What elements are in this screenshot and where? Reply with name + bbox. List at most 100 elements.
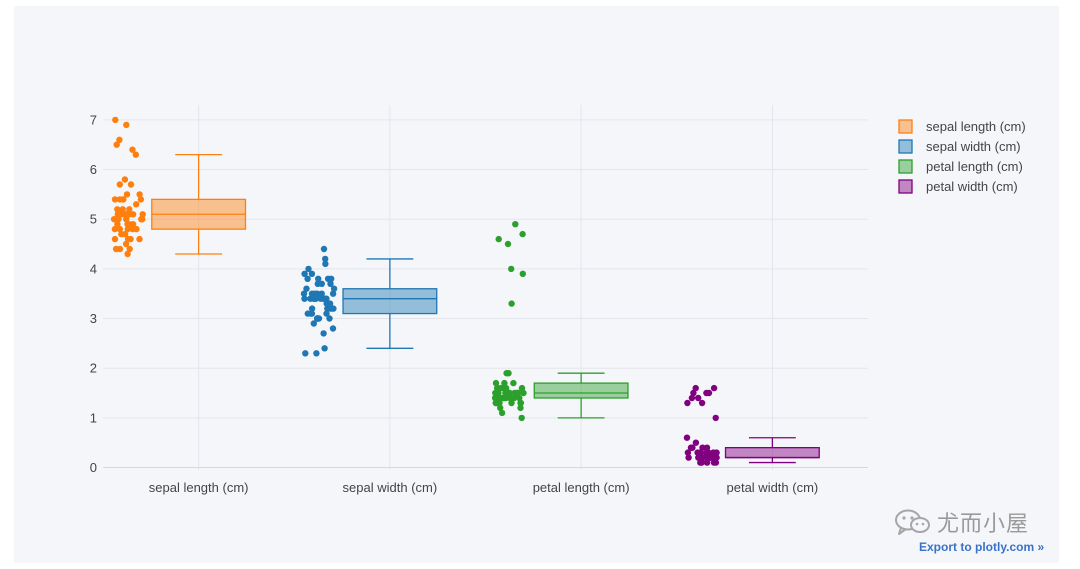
data-point: [113, 141, 120, 148]
data-point: [712, 414, 719, 422]
data-point: [497, 404, 504, 412]
data-point: [329, 305, 336, 312]
data-point: [496, 399, 503, 407]
data-point: [323, 295, 330, 302]
y-tick-label: 2: [90, 361, 97, 376]
y-tick-label: 6: [90, 162, 97, 177]
wechat-watermark: 尤而小屋: [893, 506, 1029, 538]
data-point: [698, 399, 706, 407]
data-point: [313, 350, 320, 357]
data-point: [123, 216, 130, 223]
data-point: [712, 459, 720, 466]
data-point: [712, 454, 720, 461]
data-point: [133, 201, 140, 208]
data-point: [318, 290, 325, 297]
legend-label: petal length (cm): [926, 159, 1023, 174]
legend-label: petal width (cm): [926, 179, 1018, 194]
data-point: [502, 389, 509, 397]
data-point: [315, 275, 322, 282]
data-point: [689, 444, 696, 451]
legend-swatch: [898, 159, 913, 174]
data-point: [303, 285, 310, 292]
data-point: [111, 196, 119, 203]
data-point: [510, 379, 517, 387]
data-point: [688, 394, 696, 402]
data-point: [517, 399, 525, 407]
data-point: [139, 211, 146, 218]
data-point: [491, 394, 499, 402]
data-point: [138, 216, 145, 223]
data-point: [308, 270, 316, 277]
data-point: [111, 225, 119, 233]
data-point: [124, 250, 131, 258]
data-point: [710, 384, 718, 392]
iqr-box: [533, 382, 629, 399]
export-to-plotly-link[interactable]: Export to plotly.com »: [919, 540, 1045, 554]
data-point: [690, 389, 697, 397]
data-point: [129, 225, 136, 233]
data-point: [329, 290, 337, 297]
data-point: [114, 206, 121, 213]
data-point: [322, 255, 329, 263]
data-point: [519, 230, 526, 238]
data-point: [304, 310, 311, 317]
data-point: [695, 394, 702, 402]
data-point: [508, 300, 515, 307]
data-point: [314, 290, 321, 297]
data-point: [116, 211, 123, 218]
data-point: [318, 280, 325, 287]
data-point: [312, 295, 320, 302]
data-point: [511, 389, 518, 397]
data-point: [314, 315, 321, 322]
data-point: [692, 439, 700, 446]
data-point: [321, 345, 328, 352]
data-point: [118, 230, 125, 238]
data-point: [116, 225, 124, 233]
data-point: [301, 270, 308, 277]
x-tick-label: petal width (cm): [727, 480, 819, 495]
data-point: [136, 235, 143, 243]
iqr-box: [724, 447, 820, 459]
legend-label: sepal length (cm): [926, 119, 1026, 134]
data-point: [123, 211, 130, 218]
data-point: [127, 235, 134, 243]
data-point: [137, 196, 145, 203]
data-point: [305, 265, 312, 273]
y-tick-label: 0: [90, 460, 97, 475]
data-point: [116, 245, 124, 253]
data-point: [511, 394, 518, 402]
data-point: [519, 270, 526, 277]
data-point: [508, 265, 515, 273]
x-tick-label: petal length (cm): [533, 480, 630, 495]
data-point: [124, 221, 131, 228]
data-point: [713, 449, 720, 456]
y-tick-label: 1: [90, 410, 97, 425]
data-point: [124, 225, 131, 233]
data-point: [114, 221, 121, 228]
legend-swatch: [898, 179, 913, 194]
data-point: [498, 409, 506, 417]
x-tick-label: sepal length (cm): [149, 480, 249, 495]
data-point: [703, 459, 711, 466]
legend-swatch: [898, 139, 913, 154]
data-point: [304, 275, 311, 282]
data-point: [111, 235, 119, 243]
data-point: [116, 136, 123, 143]
data-point: [302, 350, 309, 357]
data-point: [703, 444, 711, 451]
data-point: [123, 191, 131, 198]
data-point: [330, 285, 338, 292]
data-point: [329, 325, 337, 332]
data-point: [127, 181, 135, 188]
watermark-text: 尤而小屋: [937, 512, 1030, 537]
data-point: [328, 275, 335, 282]
y-tick-label: 5: [90, 212, 97, 227]
data-point: [684, 449, 692, 456]
data-point: [684, 399, 691, 407]
legend-swatch: [898, 119, 913, 134]
data-point: [320, 330, 327, 337]
wechat-icon: [895, 509, 930, 535]
data-point: [699, 444, 706, 451]
data-point: [497, 384, 504, 392]
